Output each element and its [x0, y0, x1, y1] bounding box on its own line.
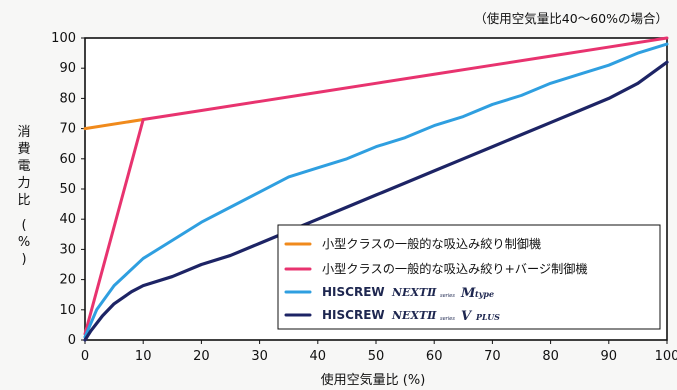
legend-suffix-series-4: PLUS: [475, 312, 500, 322]
y-axis-label-char: 電: [17, 159, 30, 174]
legend-brand-series-3: HISCREW: [322, 285, 385, 299]
legend-brand-series-4: HISCREW: [322, 308, 385, 322]
legend-label-series-2: 小型クラスの一般的な吸込み絞り+バージ制御機: [322, 261, 588, 276]
legend-box: [277, 224, 661, 330]
chart-note: （使用空気量比40～60%の場合）: [474, 11, 668, 26]
legend-label-series-1: 小型クラスの一般的な吸込み絞り制御機: [322, 236, 541, 251]
series-lines: [83, 36, 669, 342]
y-axis-ticks: 0 10 20 30 40 50 60 70 80 90 100: [51, 31, 85, 348]
x-tick-label: 0: [81, 349, 89, 364]
y-axis-label-char: 力: [17, 176, 30, 191]
legend-tiny-series-4: series: [440, 316, 455, 322]
legend-model-series-4: V: [461, 309, 473, 324]
series-line-2: [83, 36, 669, 336]
legend-label-series-4: HISCREW NEXTⅡ series V PLUS: [322, 308, 500, 324]
x-axis-ticks: 0 10 20 30 40 50 60 70 80 90 100: [81, 340, 677, 364]
series-line-4: [83, 60, 669, 342]
x-tick-label: 100: [655, 349, 677, 364]
y-tick-label: 70: [59, 122, 76, 137]
x-axis-label: 使用空気量比 (%): [321, 372, 426, 388]
x-tick-label: 70: [484, 349, 501, 364]
legend-tiny-series-3: series: [440, 293, 455, 299]
y-axis-label-char: 費: [17, 142, 30, 157]
y-tick-label: 0: [68, 333, 76, 348]
series-line-3: [83, 42, 669, 339]
y-tick-label: 20: [59, 273, 76, 288]
x-tick-label: 50: [368, 349, 385, 364]
legend-product-series-4: NEXTⅡ: [391, 309, 437, 322]
y-tick-label: 80: [59, 91, 76, 106]
x-tick-label: 30: [251, 349, 268, 364]
y-axis-label-char: %: [18, 235, 30, 250]
y-axis-label-char: 比: [17, 193, 30, 208]
y-tick-label: 50: [59, 182, 76, 197]
y-tick-label: 60: [59, 152, 76, 167]
series-line-1: [83, 118, 145, 131]
x-tick-label: 60: [426, 349, 443, 364]
legend-product-series-3: NEXTⅡ: [391, 286, 437, 299]
y-axis-label-char: 消: [17, 125, 30, 140]
y-axis-label-char: ): [21, 252, 26, 267]
legend-model-series-3: M: [460, 286, 476, 301]
chart-legend: 小型クラスの一般的な吸込み絞り制御機 小型クラスの一般的な吸込み絞り+バージ制御…: [277, 224, 661, 330]
y-tick-label: 90: [59, 61, 76, 76]
y-tick-label: 30: [59, 242, 76, 257]
y-tick-label: 10: [59, 303, 76, 318]
legend-label-series-3: HISCREW NEXTⅡ series M type: [322, 285, 494, 301]
x-tick-label: 10: [135, 349, 152, 364]
x-tick-label: 20: [193, 349, 210, 364]
x-tick-label: 90: [601, 349, 618, 364]
y-tick-label: 40: [59, 212, 76, 227]
y-axis-label-char: (: [21, 218, 26, 233]
x-tick-label: 80: [542, 349, 559, 364]
x-tick-label: 40: [310, 349, 327, 364]
legend-suffix-series-3: type: [475, 289, 494, 299]
y-tick-label: 100: [51, 31, 76, 46]
